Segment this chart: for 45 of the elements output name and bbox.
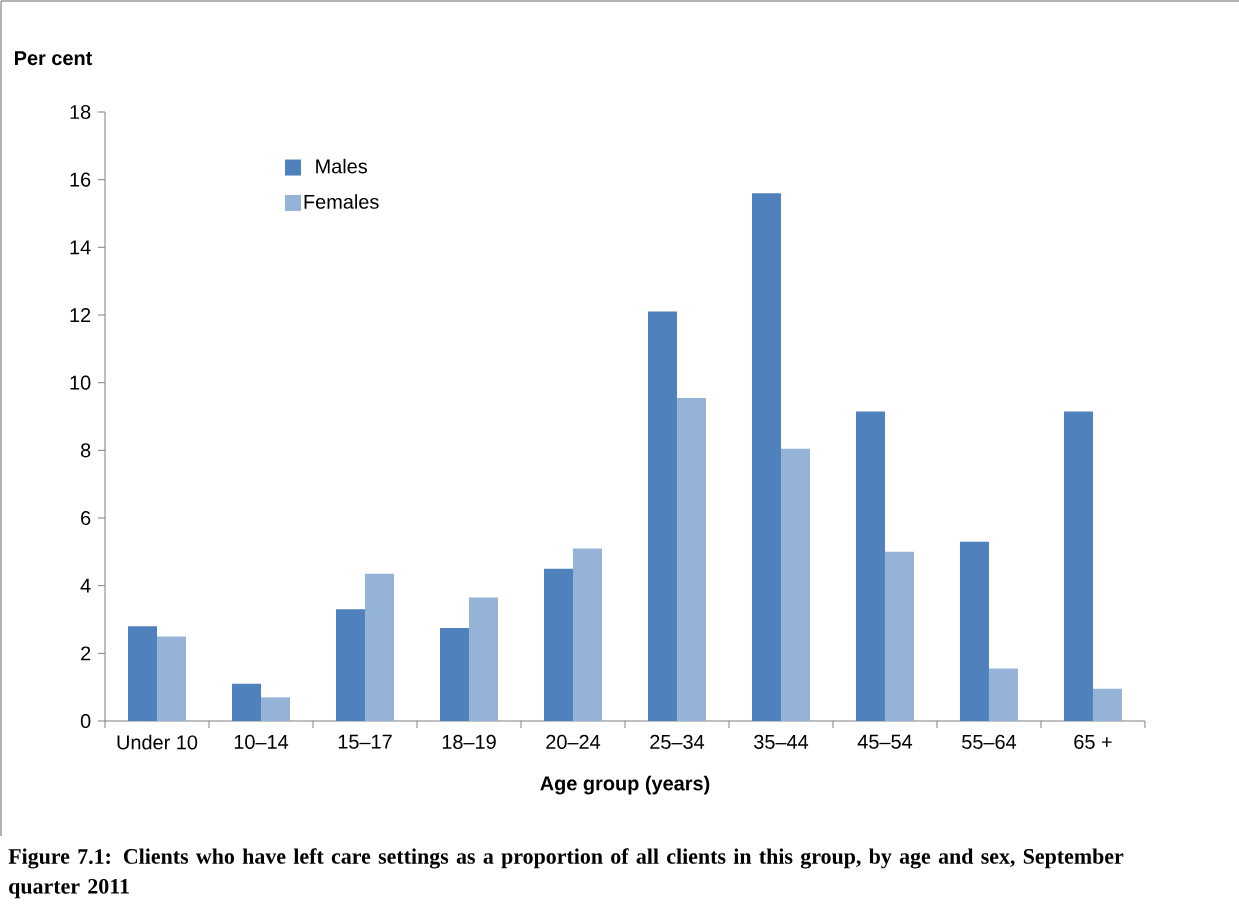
bar — [647, 311, 677, 722]
legend-label: Males — [316, 158, 368, 174]
bar — [365, 573, 394, 722]
x-tick-label: 55–64 — [962, 734, 1017, 749]
bar — [336, 609, 365, 722]
x-tick-label: 10–14 — [234, 734, 289, 749]
bar — [855, 411, 885, 722]
y-tick-label: 14 — [70, 240, 91, 255]
x-tick-label: 15–17 — [338, 734, 392, 749]
bar — [572, 548, 602, 722]
y-tick-label: 10 — [70, 375, 91, 390]
y-tick-label: 18 — [70, 104, 91, 120]
caption: Figure 7.1: Clients who have left care settings as a proportion of all clients in this group, by age and sex, September quarter 2011 — [8, 848, 1124, 899]
y-tick-label: 0 — [80, 713, 91, 729]
bar — [988, 668, 1018, 722]
y-tick-label: 12 — [70, 308, 91, 322]
bar — [543, 568, 573, 722]
y-tick-label: 4 — [80, 578, 91, 593]
x-tick-label: 20–24 — [546, 734, 601, 749]
x-tick-label: Under 10 — [117, 734, 198, 750]
bar — [751, 193, 781, 722]
bar — [469, 597, 498, 722]
bar — [261, 697, 290, 722]
x-tick-label: 25–34 — [650, 734, 705, 749]
x-tick-label: 45–54 — [857, 734, 913, 749]
legend-label: Females — [304, 194, 379, 209]
x-tick-label: 35–44 — [754, 734, 809, 749]
bar — [780, 448, 810, 722]
bar — [128, 626, 158, 722]
bar — [676, 397, 706, 722]
bar — [232, 683, 261, 722]
bar — [439, 627, 469, 722]
bar — [959, 541, 989, 722]
bar — [1092, 688, 1122, 722]
y-axis-title: Per cent — [15, 51, 93, 66]
bar — [1063, 411, 1093, 722]
y-tick-label: 8 — [80, 443, 91, 458]
y-tick-label: 6 — [81, 510, 91, 526]
x-tick-label: 18–19 — [442, 734, 496, 749]
bar — [157, 636, 187, 722]
y-tick-label: 2 — [81, 646, 91, 661]
x-tick-label: 65 + — [1074, 734, 1112, 749]
y-tick-label: 16 — [70, 172, 91, 187]
bar — [884, 551, 914, 722]
x-axis-title: Age group (years) — [540, 775, 710, 795]
